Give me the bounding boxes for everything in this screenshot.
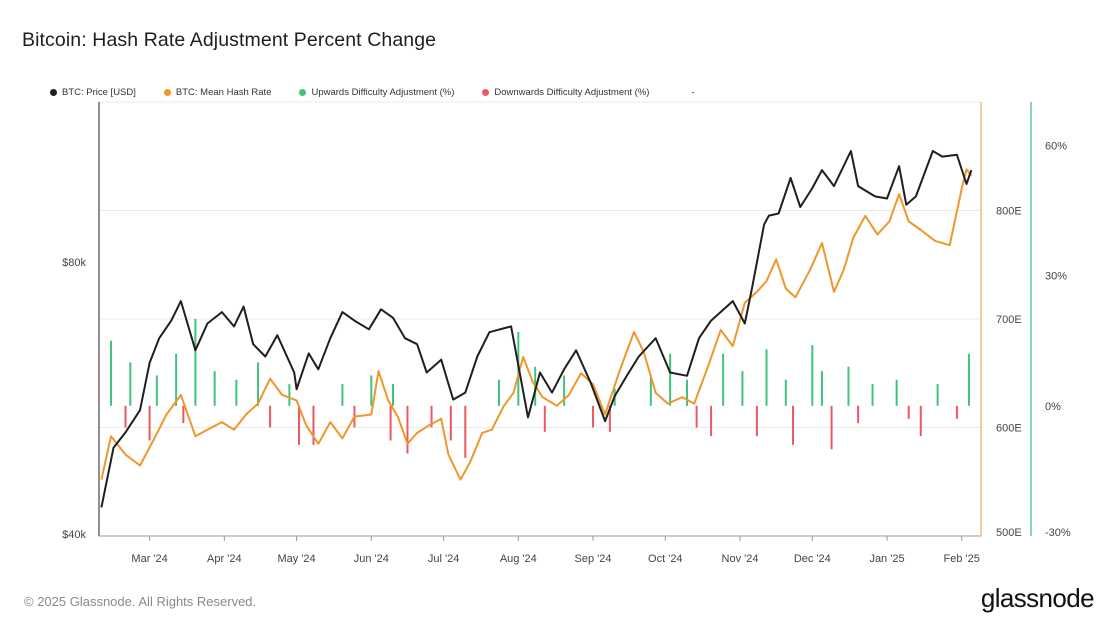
up-adjustment-bar xyxy=(722,353,725,406)
up-adjustment-bar xyxy=(235,379,238,406)
hash-rate-line xyxy=(100,168,973,481)
up-adjustment-bar xyxy=(967,353,970,406)
legend-down-label: Downwards Difficulty Adjustment (%) xyxy=(494,87,650,98)
down-adjustment-bar xyxy=(124,405,127,428)
legend-price-swatch xyxy=(50,89,57,96)
up-adjustment-bar xyxy=(288,384,291,406)
up-adjustment-bar xyxy=(765,349,768,406)
chart-legend: BTC: Price [USD] BTC: Mean Hash Rate Upw… xyxy=(50,87,695,98)
up-adjustment-bar xyxy=(895,379,898,406)
adjustment-bars xyxy=(110,319,970,458)
legend-up-swatch xyxy=(299,89,307,96)
legend-down-swatch xyxy=(482,89,490,96)
x-tick-label: Jul '24 xyxy=(428,553,459,565)
x-tick-label: Dec '24 xyxy=(794,553,831,565)
up-adjustment-bar xyxy=(686,379,688,406)
legend-up-label: Upwards Difficulty Adjustment (%) xyxy=(311,87,455,98)
legend-hash-swatch xyxy=(163,89,171,96)
price-line xyxy=(100,150,973,508)
x-tick-label: Feb '25 xyxy=(944,553,980,565)
copyright-text: © 2025 Glassnode. All Rights Reserved. xyxy=(24,594,257,609)
x-tick-label: Mar '24 xyxy=(131,553,167,565)
legend-item-hash-rate[interactable]: BTC: Mean Hash Rate xyxy=(163,87,272,98)
legend-extra-dash: - xyxy=(691,87,695,98)
legend-item-upwards-adjustment[interactable]: Upwards Difficulty Adjustment (%) xyxy=(299,87,454,98)
x-tick-label: Jan '25 xyxy=(869,553,904,565)
up-adjustment-bar xyxy=(936,384,939,406)
down-adjustment-bar xyxy=(857,405,860,424)
up-adjustment-bar xyxy=(784,379,787,406)
x-tick-label: May '24 xyxy=(278,553,316,565)
up-adjustment-bar xyxy=(129,362,132,406)
x-tick-label: Oct '24 xyxy=(648,553,683,565)
hash-tick-label: 800E xyxy=(996,206,1022,218)
down-adjustment-bar xyxy=(907,405,910,419)
x-tick-label: Nov '24 xyxy=(722,553,759,565)
pct-tick-label: 60% xyxy=(1045,140,1067,152)
x-tick-label: Sep '24 xyxy=(575,553,612,565)
up-adjustment-bar xyxy=(155,375,158,406)
up-adjustment-bar xyxy=(669,353,672,406)
down-adjustment-bar xyxy=(430,405,433,428)
up-adjustment-bar xyxy=(498,379,501,406)
up-adjustment-bar xyxy=(847,366,850,406)
up-adjustment-bar xyxy=(871,384,874,406)
up-adjustment-bar xyxy=(811,345,814,406)
down-adjustment-bar xyxy=(449,405,452,441)
up-adjustment-bar xyxy=(649,375,652,406)
down-adjustment-bar xyxy=(695,405,698,428)
up-adjustment-bar xyxy=(392,384,394,406)
pct-tick-label: 0% xyxy=(1045,401,1061,413)
pct-tick-label: 30% xyxy=(1045,271,1067,283)
pct-tick-label: -30% xyxy=(1045,527,1071,539)
up-adjustment-bar xyxy=(257,362,260,406)
up-adjustment-bar xyxy=(110,340,113,406)
legend-item-price[interactable]: BTC: Price [USD] xyxy=(50,87,136,98)
legend-item-downwards-adjustment[interactable]: Downwards Difficulty Adjustment (%) xyxy=(482,87,649,98)
up-adjustment-bar xyxy=(563,375,566,406)
down-adjustment-bar xyxy=(710,405,713,437)
price-tick-label: $80k xyxy=(62,257,86,269)
down-adjustment-bar xyxy=(389,405,392,441)
up-adjustment-bar xyxy=(820,371,823,406)
hash-tick-label: 600E xyxy=(996,423,1022,435)
up-adjustment-bar xyxy=(341,384,344,406)
chart-axes xyxy=(98,102,1032,541)
down-adjustment-bar xyxy=(830,405,833,450)
down-adjustment-bar xyxy=(182,405,185,424)
glassnode-logo: glassnode xyxy=(980,583,1095,613)
up-adjustment-bar xyxy=(213,371,216,406)
down-adjustment-bar xyxy=(148,405,151,441)
down-adjustment-bar xyxy=(406,405,409,454)
down-adjustment-bar xyxy=(919,405,922,437)
down-adjustment-bar xyxy=(792,405,795,445)
hash-tick-label: 500E xyxy=(996,527,1022,539)
x-tick-label: Apr '24 xyxy=(207,553,242,565)
legend-hash-label: BTC: Mean Hash Rate xyxy=(175,87,272,98)
chart-title: Bitcoin: Hash Rate Adjustment Percent Ch… xyxy=(22,29,437,51)
down-adjustment-bar xyxy=(269,405,272,428)
price-tick-label: $40k xyxy=(62,529,86,541)
up-adjustment-bar xyxy=(175,353,178,406)
x-tick-label: Jun '24 xyxy=(354,553,389,565)
up-adjustment-bar xyxy=(194,319,197,406)
up-adjustment-bar xyxy=(741,371,744,406)
down-adjustment-bar xyxy=(312,405,315,445)
down-adjustment-bar xyxy=(955,405,958,419)
down-adjustment-bar xyxy=(592,405,595,428)
down-adjustment-bar xyxy=(608,405,611,432)
up-adjustment-bar xyxy=(370,375,373,406)
down-adjustment-bar xyxy=(755,405,758,437)
down-adjustment-bar xyxy=(298,405,301,445)
axis-tick-labels: $40k $80k 500E 600E 700E 800E -30% 0% 30% 60% Mar … xyxy=(62,140,1071,565)
legend-price-label: BTC: Price [USD] xyxy=(62,87,136,98)
hash-tick-label: 700E xyxy=(996,314,1022,326)
x-tick-label: Aug '24 xyxy=(500,553,537,565)
down-adjustment-bar xyxy=(543,405,546,432)
down-adjustment-bar xyxy=(464,405,467,458)
